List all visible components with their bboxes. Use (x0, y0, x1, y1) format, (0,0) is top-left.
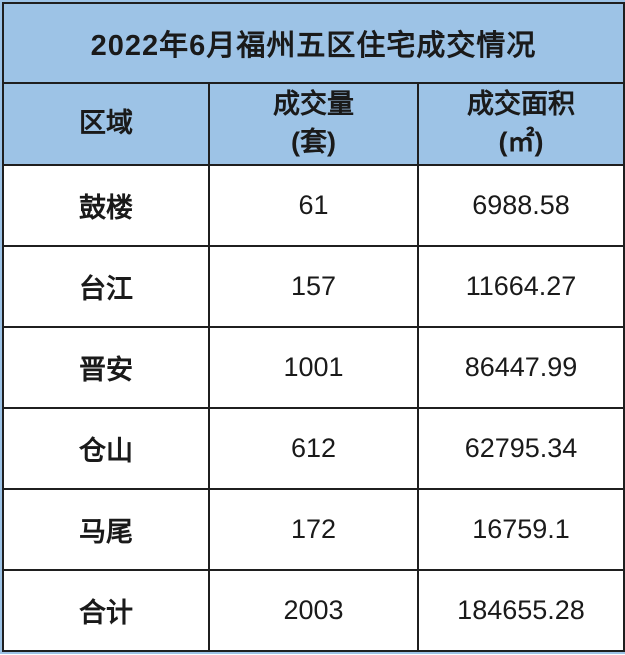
table-row: 晋安 1001 86447.99 (2, 326, 625, 409)
district-cell: 仓山 (2, 407, 210, 490)
table-row: 仓山 612 62795.34 (2, 407, 625, 490)
area-cell: 62795.34 (417, 407, 625, 490)
area-cell: 16759.1 (417, 488, 625, 571)
district-cell: 马尾 (2, 488, 210, 571)
title-row: 2022年6月福州五区住宅成交情况 (2, 2, 625, 84)
header-area: 成交面积 (㎡) (417, 82, 625, 166)
header-area-line2: (㎡) (498, 127, 544, 157)
volume-cell: 172 (208, 488, 419, 571)
district-cell: 晋安 (2, 326, 210, 409)
total-volume-cell: 2003 (208, 569, 419, 652)
area-cell: 6988.58 (417, 164, 625, 247)
total-row: 合计 2003 184655.28 (2, 569, 625, 652)
volume-cell: 612 (208, 407, 419, 490)
table-row: 鼓楼 61 6988.58 (2, 164, 625, 247)
header-volume: 成交量 (套) (208, 82, 419, 166)
district-cell: 台江 (2, 245, 210, 328)
volume-cell: 1001 (208, 326, 419, 409)
header-row: 区域 成交量 (套) 成交面积 (㎡) (2, 82, 625, 166)
area-cell: 11664.27 (417, 245, 625, 328)
total-label-cell: 合计 (2, 569, 210, 652)
area-cell: 86447.99 (417, 326, 625, 409)
header-district: 区域 (2, 82, 210, 166)
volume-cell: 157 (208, 245, 419, 328)
table-row: 马尾 172 16759.1 (2, 488, 625, 571)
total-area-cell: 184655.28 (417, 569, 625, 652)
header-volume-line1: 成交量 (273, 89, 354, 120)
table-row: 台江 157 11664.27 (2, 245, 625, 328)
table-title: 2022年6月福州五区住宅成交情况 (2, 2, 625, 84)
header-area-line1: 成交面积 (467, 89, 575, 120)
volume-cell: 61 (208, 164, 419, 247)
district-cell: 鼓楼 (2, 164, 210, 247)
header-district-label: 区域 (79, 108, 133, 139)
header-volume-line2: (套) (291, 127, 336, 157)
